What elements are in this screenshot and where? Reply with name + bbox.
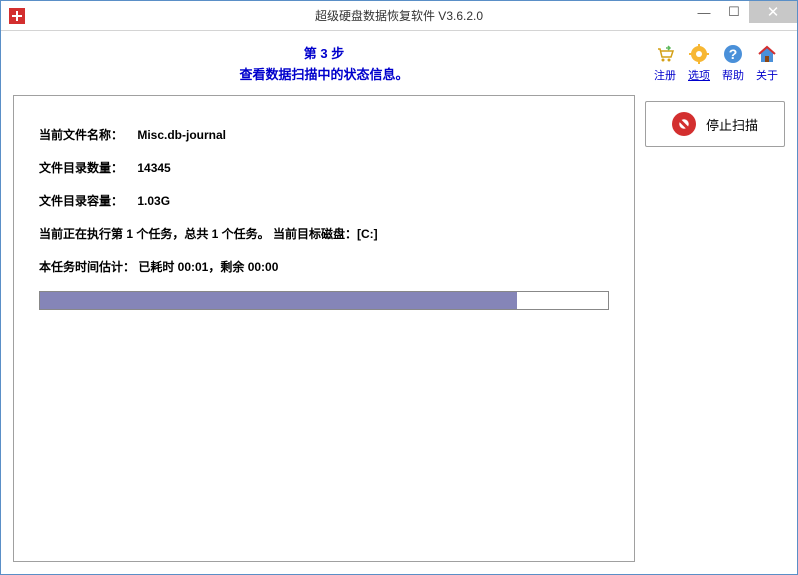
about-button[interactable]: 关于 <box>751 43 783 83</box>
progress-bar <box>39 291 609 310</box>
step-number: 第 3 步 <box>13 43 635 62</box>
content-area: 第 3 步 查看数据扫描中的状态信息。 当前文件名称： Misc.db-jour… <box>1 31 797 574</box>
stop-icon <box>672 112 696 136</box>
count-row: 文件目录数量： 14345 <box>39 159 609 176</box>
minimize-button[interactable]: — <box>689 1 719 23</box>
help-icon: ? <box>722 43 744 65</box>
filename-row: 当前文件名称： Misc.db-journal <box>39 126 609 143</box>
size-value: 1.03G <box>137 194 170 208</box>
toolbar: 注册 选项 ? <box>645 43 785 83</box>
task-info: 当前正在执行第 1 个任务，总共 1 个任务。 当前目标磁盘：[C:] <box>39 225 609 242</box>
step-description: 查看数据扫描中的状态信息。 <box>13 64 635 83</box>
size-label: 文件目录容量： <box>39 192 134 209</box>
app-icon <box>9 8 25 24</box>
main-area: 第 3 步 查看数据扫描中的状态信息。 当前文件名称： Misc.db-jour… <box>13 43 635 562</box>
options-label: 选项 <box>688 67 710 83</box>
maximize-button[interactable]: ☐ <box>719 1 749 23</box>
status-panel: 当前文件名称： Misc.db-journal 文件目录数量： 14345 文件… <box>13 95 635 562</box>
window-title: 超级硬盘数据恢复软件 V3.6.2.0 <box>315 7 483 24</box>
filename-value: Misc.db-journal <box>137 128 226 142</box>
register-label: 注册 <box>654 67 676 83</box>
about-label: 关于 <box>756 67 778 83</box>
size-row: 文件目录容量： 1.03G <box>39 192 609 209</box>
sidebar: 注册 选项 ? <box>645 43 785 562</box>
time-info: 本任务时间估计： 已耗时 00:01，剩余 00:00 <box>39 258 609 275</box>
home-icon <box>756 43 778 65</box>
register-button[interactable]: 注册 <box>649 43 681 83</box>
svg-text:?: ? <box>729 46 738 62</box>
stop-scan-button[interactable]: 停止扫描 <box>645 101 785 147</box>
close-button[interactable]: ✕ <box>749 1 797 23</box>
cart-icon <box>654 43 676 65</box>
app-window: 超级硬盘数据恢复软件 V3.6.2.0 — ☐ ✕ 第 3 步 查看数据扫描中的… <box>0 0 798 575</box>
options-button[interactable]: 选项 <box>683 43 715 83</box>
step-header: 第 3 步 查看数据扫描中的状态信息。 <box>13 43 635 83</box>
titlebar: 超级硬盘数据恢复软件 V3.6.2.0 — ☐ ✕ <box>1 1 797 31</box>
filename-label: 当前文件名称： <box>39 126 134 143</box>
window-controls: — ☐ ✕ <box>689 1 797 23</box>
stop-label: 停止扫描 <box>706 115 758 134</box>
count-value: 14345 <box>137 161 170 175</box>
help-button[interactable]: ? 帮助 <box>717 43 749 83</box>
help-label: 帮助 <box>722 67 744 83</box>
gear-icon <box>688 43 710 65</box>
progress-fill <box>40 292 517 309</box>
count-label: 文件目录数量： <box>39 159 134 176</box>
